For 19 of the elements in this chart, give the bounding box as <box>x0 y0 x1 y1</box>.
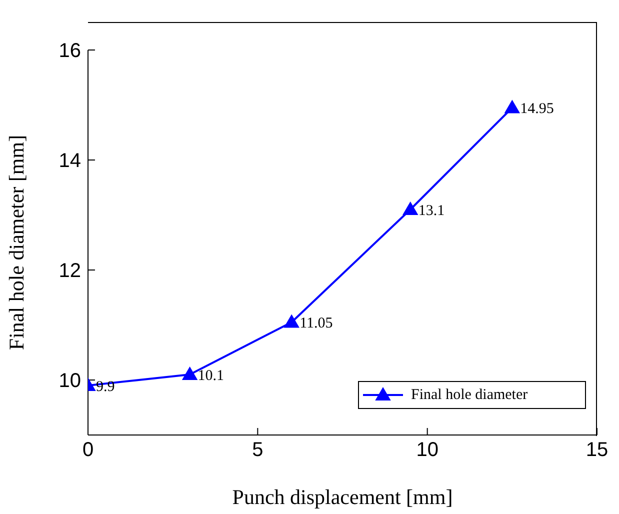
x-tick-label: 15 <box>586 439 608 462</box>
data-label: 10.1 <box>198 368 224 384</box>
point <box>284 314 300 328</box>
y-tick-label: 12 <box>58 260 81 282</box>
point <box>182 367 198 380</box>
x-tick-label: 5 <box>252 439 264 462</box>
point <box>402 202 418 215</box>
y-tick-label: 14 <box>58 150 81 172</box>
data-label: 14.95 <box>520 101 554 118</box>
data-label: 11.05 <box>300 316 333 332</box>
x-tick-label: 10 <box>416 439 438 462</box>
y-tick-label: 10 <box>58 370 81 392</box>
data-label: 13.1 <box>418 202 445 219</box>
x-axis-title: Punch displacement [mm] <box>232 485 453 509</box>
x-tick-label: 0 <box>82 439 94 462</box>
point <box>504 100 520 114</box>
y-tick-label: 16 <box>58 40 81 62</box>
legend-label: Final hole diameter <box>411 386 528 404</box>
y-axis-title: Final hole diameter [mm] <box>4 134 28 350</box>
